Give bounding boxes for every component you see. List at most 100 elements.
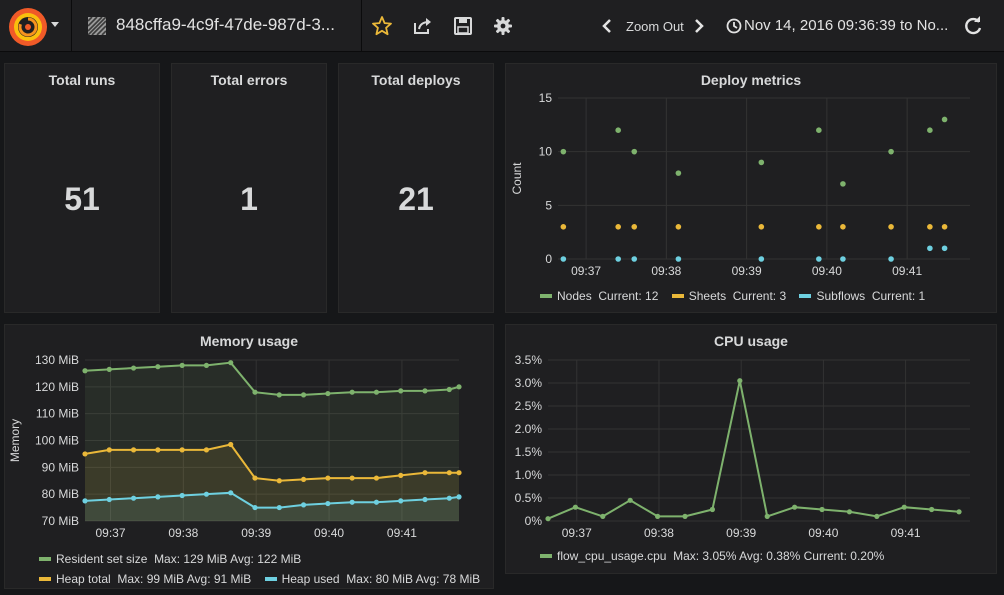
- data-point[interactable]: [325, 390, 331, 397]
- data-point[interactable]: [203, 491, 210, 497]
- data-point[interactable]: [874, 513, 880, 519]
- data-point[interactable]: [130, 447, 137, 453]
- data-point[interactable]: [228, 441, 234, 448]
- panel-title[interactable]: Memory usage: [199, 333, 299, 349]
- star-button[interactable]: [370, 14, 394, 38]
- data-point[interactable]: [901, 504, 907, 510]
- data-point[interactable]: [456, 384, 462, 390]
- cpu-usage-panel[interactable]: CPU usage 0% 0.5% 1.0% 1.5% 2.0% 2.5% 3.0% 3.5%…: [505, 324, 997, 574]
- data-point[interactable]: [941, 245, 948, 252]
- data-point[interactable]: [373, 475, 380, 481]
- data-point[interactable]: [456, 494, 462, 500]
- data-point[interactable]: [252, 389, 258, 395]
- data-point[interactable]: [888, 224, 894, 230]
- data-point[interactable]: [422, 470, 428, 476]
- data-point[interactable]: [682, 513, 688, 519]
- data-point[interactable]: [155, 494, 161, 500]
- data-point[interactable]: [572, 504, 579, 510]
- data-point[interactable]: [627, 497, 633, 503]
- data-point[interactable]: [446, 495, 452, 501]
- data-point[interactable]: [545, 516, 551, 522]
- data-point[interactable]: [106, 447, 112, 453]
- data-point[interactable]: [349, 389, 355, 395]
- data-point[interactable]: [737, 378, 743, 384]
- data-point[interactable]: [675, 256, 682, 262]
- stat-panel-total-runs[interactable]: Total runs 51: [4, 63, 160, 313]
- zoom-out-button[interactable]: Zoom Out: [626, 19, 684, 34]
- data-point[interactable]: [228, 490, 234, 496]
- data-point[interactable]: [560, 256, 567, 262]
- data-point[interactable]: [560, 224, 567, 230]
- data-point[interactable]: [456, 470, 462, 476]
- data-point[interactable]: [179, 362, 185, 368]
- legend-item-sheets[interactable]: Sheets Current: 3: [671, 289, 786, 303]
- memory-usage-panel[interactable]: Memory usage 70 MiB 80 MiB 90 MiB 100 MiB 11…: [4, 324, 494, 589]
- data-point[interactable]: [398, 498, 404, 504]
- data-point[interactable]: [130, 495, 137, 501]
- data-point[interactable]: [398, 472, 404, 478]
- data-point[interactable]: [631, 224, 638, 230]
- data-point[interactable]: [422, 496, 428, 503]
- data-point[interactable]: [325, 475, 331, 481]
- chevron-left-icon[interactable]: [600, 18, 614, 34]
- data-point[interactable]: [631, 256, 638, 262]
- settings-button[interactable]: [491, 14, 515, 38]
- data-point[interactable]: [956, 509, 962, 515]
- deploy-metrics-panel[interactable]: Deploy metrics 0 5 10 15 09:37 09:38 09:39 09:4…: [505, 63, 997, 313]
- data-point[interactable]: [927, 127, 933, 133]
- grafana-menu-button[interactable]: [0, 0, 72, 52]
- data-point[interactable]: [130, 365, 137, 371]
- data-point[interactable]: [560, 148, 567, 155]
- data-point[interactable]: [203, 362, 210, 368]
- stat-panel-total-errors[interactable]: Total errors 1: [171, 63, 327, 313]
- dashboard-picker[interactable]: 848cffa9-4c9f-47de-987d-3...: [72, 0, 362, 52]
- share-button[interactable]: [411, 14, 435, 38]
- data-point[interactable]: [929, 506, 935, 513]
- data-point[interactable]: [927, 224, 933, 230]
- data-point[interactable]: [888, 256, 894, 262]
- data-point[interactable]: [846, 509, 853, 515]
- data-point[interactable]: [615, 127, 621, 133]
- data-point[interactable]: [349, 475, 355, 481]
- panel-title[interactable]: Total runs: [48, 72, 116, 88]
- data-point[interactable]: [276, 478, 282, 484]
- data-point[interactable]: [252, 475, 258, 481]
- data-point[interactable]: [675, 224, 682, 230]
- data-point[interactable]: [82, 368, 88, 374]
- data-point[interactable]: [446, 470, 452, 476]
- data-point[interactable]: [349, 499, 355, 505]
- data-point[interactable]: [758, 159, 765, 166]
- data-point[interactable]: [792, 504, 798, 510]
- data-point[interactable]: [228, 360, 234, 366]
- data-point[interactable]: [446, 386, 452, 393]
- data-point[interactable]: [276, 504, 282, 511]
- data-point[interactable]: [615, 224, 621, 230]
- data-point[interactable]: [927, 245, 933, 252]
- data-point[interactable]: [941, 116, 948, 123]
- data-point[interactable]: [764, 513, 770, 519]
- panel-title[interactable]: Deploy metrics: [700, 72, 802, 88]
- data-point[interactable]: [252, 504, 258, 511]
- legend-item-nodes[interactable]: Nodes Current: 12: [540, 289, 658, 303]
- data-point[interactable]: [816, 256, 822, 262]
- data-point[interactable]: [106, 366, 112, 372]
- data-point[interactable]: [82, 498, 88, 504]
- data-point[interactable]: [203, 447, 210, 453]
- data-point[interactable]: [819, 506, 825, 513]
- legend-item-resident-set-size[interactable]: Resident set size Max: 129 MiB Avg: 122 …: [39, 549, 301, 569]
- data-point[interactable]: [398, 388, 404, 394]
- save-button[interactable]: [451, 14, 475, 38]
- data-point[interactable]: [276, 392, 282, 398]
- data-point[interactable]: [179, 492, 185, 499]
- data-point[interactable]: [373, 499, 380, 505]
- stat-panel-total-deploys[interactable]: Total deploys 21: [338, 63, 494, 313]
- data-point[interactable]: [840, 181, 846, 187]
- data-point[interactable]: [422, 388, 428, 394]
- data-point[interactable]: [840, 256, 846, 262]
- data-point[interactable]: [179, 447, 185, 453]
- legend-item-flow-cpu-usage[interactable]: flow_cpu_usage.cpu Max: 3.05% Avg: 0.38%…: [540, 549, 884, 563]
- data-point[interactable]: [615, 256, 621, 262]
- data-point[interactable]: [840, 224, 846, 230]
- data-point[interactable]: [300, 502, 307, 508]
- data-point[interactable]: [941, 224, 948, 230]
